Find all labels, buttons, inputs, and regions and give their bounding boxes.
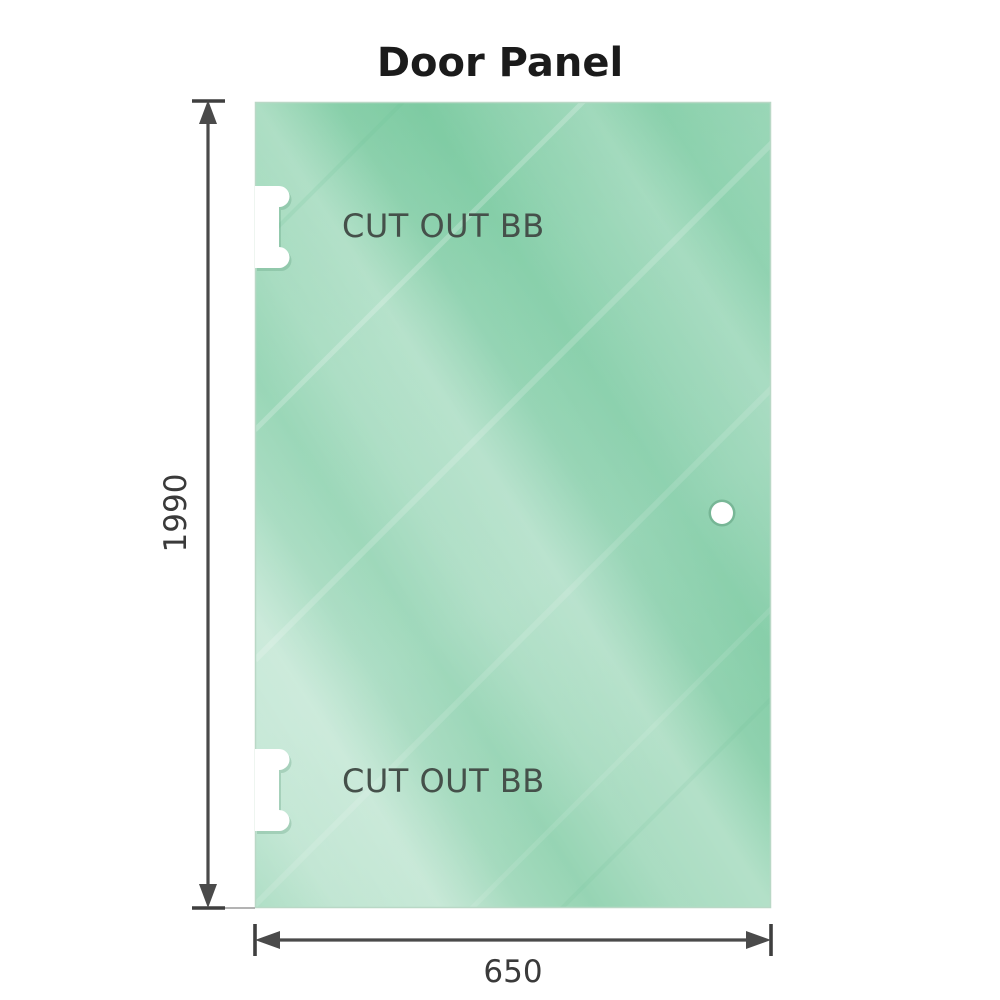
dimension-width-arrow-right xyxy=(746,931,771,949)
dimension-width-arrow-left xyxy=(255,931,280,949)
dimension-height-arrow-bottom xyxy=(199,884,217,908)
panel-sheen xyxy=(255,102,771,908)
door-panel xyxy=(254,101,772,909)
dimension-height-label: 1990 xyxy=(158,474,194,553)
dimension-width-label: 650 xyxy=(483,954,542,990)
page-title: Door Panel xyxy=(377,40,623,86)
panel-outline xyxy=(254,101,772,909)
cutout-lower-label: CUT OUT BB xyxy=(342,762,545,800)
dimension-width: 650 xyxy=(253,924,773,990)
dimension-height-arrow-top xyxy=(199,100,217,124)
handle-hole-fill xyxy=(711,502,733,524)
cutout-lower: CUT OUT BB xyxy=(255,749,545,834)
dimension-height: 1990 xyxy=(158,99,255,910)
handle-hole xyxy=(708,499,736,527)
panel-crease-lines xyxy=(255,102,771,908)
cutout-upper: CUT OUT BB xyxy=(255,186,545,271)
cutout-upper-label: CUT OUT BB xyxy=(342,207,545,245)
